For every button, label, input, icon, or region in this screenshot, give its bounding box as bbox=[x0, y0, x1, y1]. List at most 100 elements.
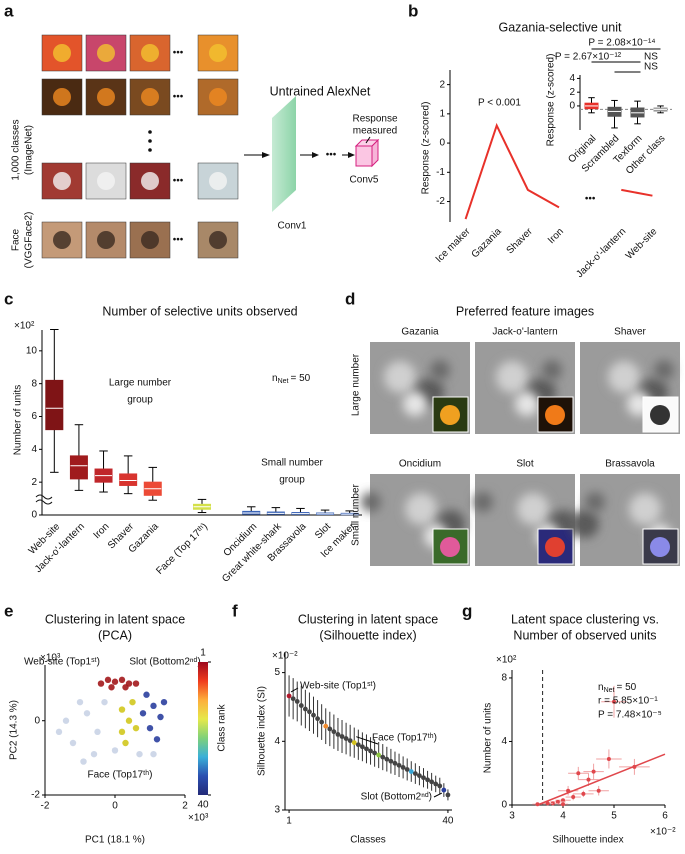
point bbox=[606, 756, 611, 761]
point bbox=[591, 769, 596, 774]
point bbox=[421, 775, 426, 781]
x-tick-label: 6 bbox=[662, 811, 668, 822]
point bbox=[55, 728, 63, 736]
x-tick-label: -2 bbox=[41, 801, 50, 812]
face-label: (VGGFace2) bbox=[24, 212, 35, 269]
point bbox=[561, 802, 565, 807]
n-net-label: nNet = 50 bbox=[598, 682, 637, 694]
point bbox=[122, 684, 129, 691]
chart-title: (Silhouette index) bbox=[319, 628, 416, 642]
y-tick-label: 0 bbox=[34, 715, 40, 726]
point bbox=[311, 712, 316, 718]
arrow-head bbox=[312, 152, 319, 158]
feature-blob bbox=[629, 493, 661, 525]
point bbox=[372, 750, 378, 756]
class-image-detail bbox=[209, 231, 227, 249]
point bbox=[146, 724, 154, 732]
annotation-arrow bbox=[290, 687, 299, 693]
point bbox=[429, 779, 435, 785]
class-image-detail bbox=[97, 44, 115, 62]
point bbox=[388, 758, 394, 764]
point bbox=[368, 748, 373, 754]
response-label: measured bbox=[353, 126, 397, 137]
point bbox=[150, 750, 157, 758]
y-tick-label: 0 bbox=[31, 510, 37, 521]
y-tick-label: 8 bbox=[31, 378, 37, 389]
point bbox=[581, 791, 586, 796]
point bbox=[555, 799, 560, 804]
point bbox=[143, 691, 150, 698]
chart-title: Clustering in latent space bbox=[298, 612, 438, 626]
y-tick-label: 5 bbox=[274, 667, 280, 678]
point bbox=[108, 684, 115, 691]
x-tick-label: 0 bbox=[112, 801, 118, 812]
point bbox=[139, 710, 147, 717]
x-axis-label: Classes bbox=[350, 835, 386, 846]
point bbox=[355, 742, 361, 748]
point bbox=[111, 747, 119, 754]
point bbox=[286, 693, 292, 699]
chart-title: (PCA) bbox=[98, 628, 132, 642]
class-label: Jack-o'-lantern bbox=[492, 327, 557, 338]
x-multiplier: ×10³ bbox=[188, 813, 209, 824]
x-axis-label: PC1 (18.1 %) bbox=[85, 835, 145, 846]
vertical-dot bbox=[148, 139, 152, 143]
point bbox=[335, 732, 341, 737]
vertical-dot bbox=[148, 130, 152, 134]
conv5-label: Conv5 bbox=[350, 175, 379, 186]
feature-blob bbox=[473, 492, 493, 512]
group-label: Large number bbox=[109, 378, 172, 389]
y-multiplier: ×10³ bbox=[40, 653, 61, 664]
conv1-label: Conv1 bbox=[278, 221, 307, 232]
ellipsis: ••• bbox=[173, 176, 184, 187]
arrow-head bbox=[262, 152, 270, 158]
y-axis-label: Response (z-scored) bbox=[421, 102, 432, 195]
example-thumb-object bbox=[650, 537, 670, 557]
point bbox=[380, 754, 386, 760]
box bbox=[45, 379, 64, 431]
point bbox=[150, 702, 157, 710]
point bbox=[327, 726, 333, 732]
series-label: Web-site (Top1ˢᵗ) bbox=[24, 657, 100, 668]
example-thumb-object bbox=[650, 405, 670, 425]
class-image-detail bbox=[97, 88, 115, 106]
chart-title: Number of selective units observed bbox=[102, 304, 297, 318]
feature-blob bbox=[654, 360, 674, 380]
class-image-detail bbox=[97, 172, 115, 190]
class-image-detail bbox=[53, 172, 71, 190]
y-tick-label: -1 bbox=[436, 167, 445, 178]
class-image-detail bbox=[97, 231, 115, 249]
point bbox=[62, 717, 70, 724]
example-thumb-object bbox=[545, 405, 565, 425]
x-tick-label: 4 bbox=[560, 811, 566, 822]
point bbox=[408, 769, 414, 774]
stat-label: r = 5.85×10⁻¹ bbox=[598, 696, 658, 707]
point bbox=[400, 765, 406, 770]
line bbox=[464, 122, 653, 220]
annotation: Face (Top17ᵗʰ) bbox=[372, 733, 437, 744]
panel-title: Preferred feature images bbox=[456, 304, 594, 318]
point bbox=[347, 738, 353, 744]
chart-title: Gazania-selective unit bbox=[499, 20, 623, 34]
point bbox=[298, 703, 304, 708]
feature-blob bbox=[361, 492, 381, 512]
class-image-detail bbox=[209, 44, 227, 62]
x-tick-label: 2 bbox=[182, 801, 188, 812]
feature-blob bbox=[430, 360, 450, 380]
point bbox=[101, 698, 108, 706]
annotation-arrow bbox=[356, 736, 379, 745]
y-tick-label: 2 bbox=[569, 87, 575, 98]
y-tick-label: 2 bbox=[439, 79, 445, 90]
x-tick-label: 40 bbox=[442, 816, 454, 827]
box bbox=[69, 455, 88, 480]
feature-blob bbox=[403, 392, 427, 416]
point bbox=[545, 801, 550, 806]
y-tick-label: 1 bbox=[439, 108, 445, 119]
class-image-detail bbox=[53, 44, 71, 62]
ellipsis: ••• bbox=[173, 235, 184, 246]
point bbox=[315, 716, 320, 722]
n-net-label: nNet = 50 bbox=[272, 373, 311, 385]
y-tick-label: 0 bbox=[569, 101, 575, 112]
point bbox=[404, 767, 410, 772]
y-tick-label: 0 bbox=[501, 800, 507, 811]
